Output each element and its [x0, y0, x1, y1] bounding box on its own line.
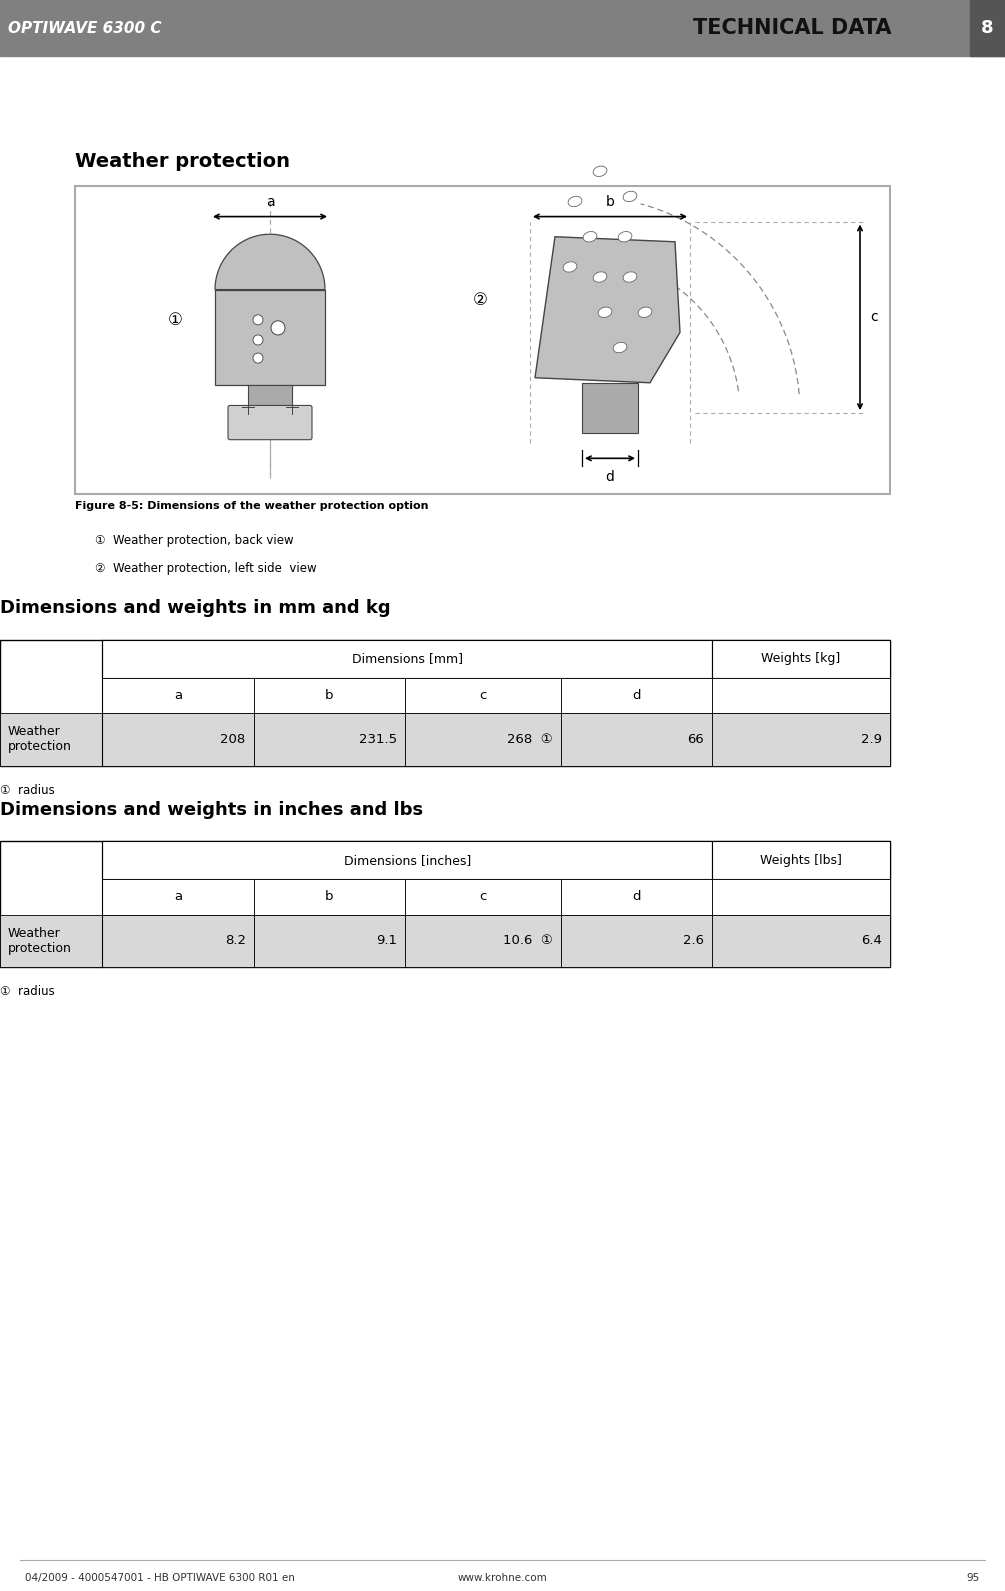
- Text: Dimensions [mm]: Dimensions [mm]: [352, 652, 462, 665]
- Text: Figure 8-5: Dimensions of the weather protection option: Figure 8-5: Dimensions of the weather pr…: [75, 501, 428, 511]
- Text: 04/2009 - 4000547001 - HB OPTIWAVE 6300 R01 en: 04/2009 - 4000547001 - HB OPTIWAVE 6300 …: [25, 1572, 295, 1583]
- Text: Dimensions and weights in mm and kg: Dimensions and weights in mm and kg: [0, 600, 391, 617]
- Circle shape: [253, 336, 263, 345]
- Bar: [0, 640, 890, 765]
- Bar: [253, 678, 405, 713]
- Text: ①  radius: ① radius: [0, 784, 54, 797]
- Bar: [215, 290, 325, 385]
- Ellipse shape: [613, 342, 627, 353]
- Bar: [405, 678, 561, 713]
- Text: 6.4: 6.4: [861, 934, 882, 947]
- Ellipse shape: [583, 232, 597, 242]
- Text: 2.6: 2.6: [683, 934, 704, 947]
- Text: c: c: [870, 310, 877, 325]
- Text: a: a: [174, 891, 182, 904]
- Bar: [712, 842, 890, 880]
- Text: ①  Weather protection, back view: ① Weather protection, back view: [95, 535, 293, 547]
- Ellipse shape: [598, 307, 612, 318]
- Text: 8: 8: [981, 19, 994, 37]
- FancyBboxPatch shape: [228, 406, 312, 439]
- Text: 10.6  ①: 10.6 ①: [502, 934, 553, 947]
- Text: b: b: [325, 689, 334, 702]
- Bar: [405, 880, 561, 915]
- Ellipse shape: [623, 272, 637, 282]
- Text: a: a: [174, 689, 182, 702]
- Bar: [75, 186, 890, 493]
- Text: d: d: [632, 891, 640, 904]
- Circle shape: [271, 321, 285, 336]
- Bar: [712, 640, 890, 678]
- Bar: [103, 640, 712, 678]
- Bar: [561, 678, 712, 713]
- Circle shape: [253, 353, 263, 363]
- Text: ②  Weather protection, left side  view: ② Weather protection, left side view: [95, 562, 317, 574]
- Ellipse shape: [623, 191, 637, 202]
- Bar: [103, 915, 253, 967]
- Text: d: d: [632, 689, 640, 702]
- Polygon shape: [215, 234, 325, 290]
- Text: 66: 66: [687, 733, 704, 746]
- Text: Weights [kg]: Weights [kg]: [762, 652, 840, 665]
- Bar: [561, 915, 712, 967]
- Bar: [712, 713, 890, 765]
- Bar: [0, 915, 103, 967]
- Text: 208: 208: [220, 733, 245, 746]
- Ellipse shape: [638, 307, 652, 318]
- Bar: [248, 385, 292, 407]
- Bar: [561, 880, 712, 915]
- Text: a: a: [265, 194, 274, 208]
- Bar: [253, 713, 405, 765]
- Bar: [103, 678, 253, 713]
- Bar: [103, 842, 712, 880]
- Text: 231.5: 231.5: [359, 733, 397, 746]
- Text: b: b: [606, 194, 614, 208]
- Bar: [582, 383, 638, 433]
- Bar: [0, 842, 890, 967]
- Text: c: c: [479, 891, 486, 904]
- Text: TECHNICAL DATA: TECHNICAL DATA: [693, 18, 892, 38]
- Bar: [970, 0, 1005, 56]
- Polygon shape: [535, 237, 680, 383]
- Ellipse shape: [593, 272, 607, 282]
- Bar: [712, 880, 890, 915]
- Ellipse shape: [618, 232, 632, 242]
- Text: 95: 95: [967, 1572, 980, 1583]
- Bar: [103, 880, 253, 915]
- Text: ①  radius: ① radius: [0, 985, 54, 998]
- Text: Weather protection: Weather protection: [75, 153, 290, 172]
- Text: c: c: [479, 689, 486, 702]
- Bar: [0, 713, 103, 765]
- Ellipse shape: [593, 165, 607, 177]
- Bar: [405, 713, 561, 765]
- Text: OPTIWAVE 6300 C: OPTIWAVE 6300 C: [8, 21, 162, 35]
- Text: Dimensions [inches]: Dimensions [inches]: [344, 854, 470, 867]
- Text: 2.9: 2.9: [861, 733, 882, 746]
- Text: 268  ①: 268 ①: [508, 733, 553, 746]
- Bar: [253, 915, 405, 967]
- Bar: [405, 915, 561, 967]
- Text: www.krohne.com: www.krohne.com: [457, 1572, 548, 1583]
- Text: ①: ①: [168, 310, 183, 329]
- Text: Weather
protection: Weather protection: [8, 725, 72, 754]
- Text: b: b: [325, 891, 334, 904]
- Text: Weights [lbs]: Weights [lbs]: [760, 854, 842, 867]
- Text: 9.1: 9.1: [376, 934, 397, 947]
- Bar: [712, 915, 890, 967]
- Text: ②: ②: [472, 291, 487, 309]
- Bar: [103, 713, 253, 765]
- Text: 8.2: 8.2: [225, 934, 245, 947]
- Text: d: d: [606, 471, 614, 484]
- Ellipse shape: [568, 196, 582, 207]
- Bar: [561, 713, 712, 765]
- Text: Dimensions and weights in inches and lbs: Dimensions and weights in inches and lbs: [0, 800, 423, 819]
- Text: Weather
protection: Weather protection: [8, 928, 72, 955]
- Ellipse shape: [563, 263, 577, 272]
- Circle shape: [253, 315, 263, 325]
- Bar: [712, 678, 890, 713]
- Bar: [253, 880, 405, 915]
